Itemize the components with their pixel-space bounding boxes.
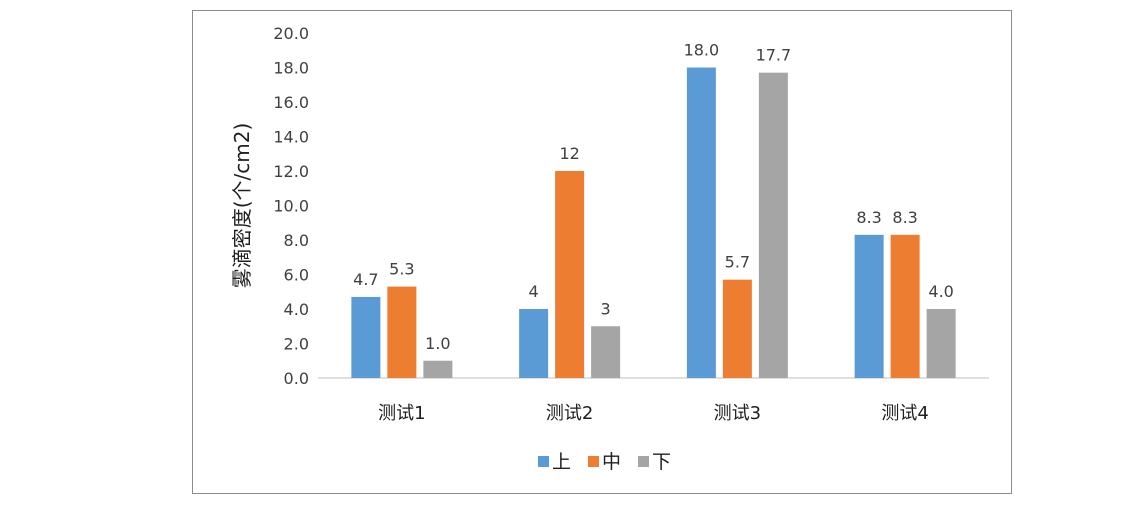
x-category-label: 测试1 [378,403,425,424]
y-tick-label: 14.0 [273,128,309,147]
bar-上 [351,296,381,378]
legend-swatch [538,456,549,467]
y-tick-label: 16.0 [273,93,309,112]
y-tick-label: 20.0 [273,24,309,43]
legend-item: 上 [538,451,571,473]
bar-chart: 雾滴密度(个/cm2) 0.0 2.0 4.0 6.0 8.0 10.0 12.0 14.0 1… [230,24,989,473]
y-axis-ticks: 0.0 2.0 4.0 6.0 8.0 10.0 12.0 14.0 16.0 18.0 20.0 [273,24,309,388]
y-tick-label: 0.0 [284,369,309,388]
bar-下 [423,360,453,378]
data-label: 1.0 [425,334,450,353]
y-tick-label: 8.0 [284,231,309,250]
bar-上 [519,309,549,378]
legend: 上中下 [538,451,671,473]
y-tick-label: 12.0 [273,162,309,181]
data-label: 4.7 [353,270,378,289]
bar-下 [758,72,788,379]
bar-中 [555,171,585,378]
data-label: 5.3 [389,260,414,279]
data-label: 4 [529,282,539,301]
data-label: 18.0 [684,41,720,60]
bar-中 [387,286,417,378]
legend-swatch [588,456,599,467]
legend-label: 上 [552,451,571,473]
y-axis-label: 雾滴密度(个/cm2) [230,123,254,289]
legend-label: 下 [652,451,671,473]
bar-下 [926,309,956,378]
bar-上 [854,234,884,378]
data-labels: 4.7 5.3 1.0 4 12 3 18.0 5.7 17.7 8.3 8.3 4.0 [353,41,954,353]
chart-frame: 雾滴密度(个/cm2) 0.0 2.0 4.0 6.0 8.0 10.0 12.0 14.0 1… [192,10,1012,494]
data-label: 12 [559,144,579,163]
bars [351,67,956,379]
data-label: 17.7 [756,46,792,65]
data-label: 8.3 [856,208,881,227]
y-tick-label: 6.0 [284,266,309,285]
legend-swatch [638,456,649,467]
legend-label: 中 [602,451,621,473]
data-label: 3 [601,299,611,318]
data-label: 8.3 [892,208,917,227]
legend-item: 中 [588,451,621,473]
x-category-label: 测试3 [714,403,761,424]
data-label: 5.7 [725,253,750,272]
bar-中 [722,279,752,378]
y-tick-label: 4.0 [284,300,309,319]
legend-item: 下 [638,451,671,473]
bar-中 [890,234,920,378]
y-tick-label: 10.0 [273,197,309,216]
y-tick-label: 2.0 [284,335,309,354]
x-category-label: 测试2 [546,403,593,424]
bar-下 [591,326,621,378]
data-label: 4.0 [928,282,953,301]
x-category-label: 测试4 [881,403,928,424]
bar-上 [686,67,716,378]
y-tick-label: 18.0 [273,59,309,78]
x-axis-categories: 测试1 测试2 测试3 测试4 [378,403,929,424]
